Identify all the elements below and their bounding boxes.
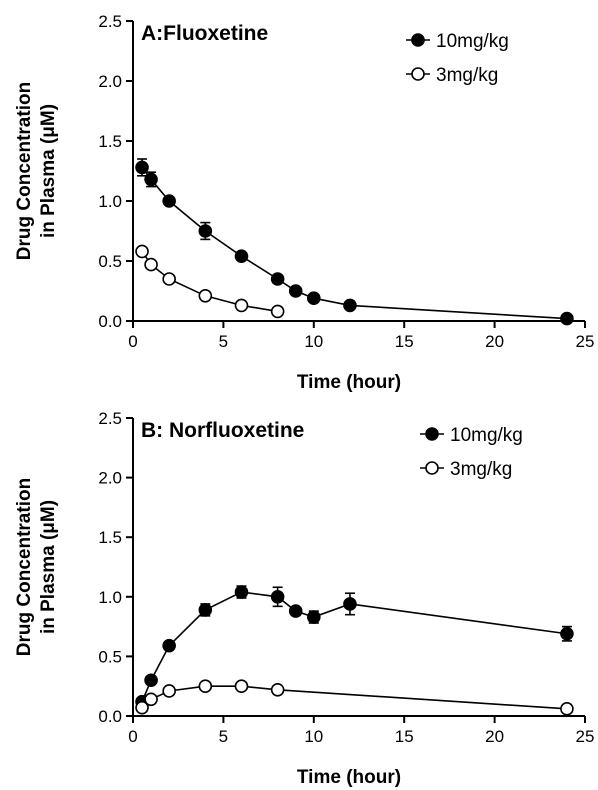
series-10mg-point bbox=[343, 597, 357, 611]
series-3mg-point bbox=[135, 244, 149, 259]
series-10mg-point bbox=[198, 603, 213, 617]
chart-panel-fluoxetine: 0 5 10 15 20 25 0.0 0.5 1.0 1.5 2.0 2.5 Time (hour) D… bbox=[14, 12, 594, 393]
x-tick-label: 15 bbox=[395, 332, 414, 351]
series-3mg-point bbox=[135, 700, 149, 715]
x-tick-label: 0 bbox=[128, 332, 137, 351]
x-tick-label: 15 bbox=[395, 727, 414, 746]
y-tick-label: 1.0 bbox=[98, 192, 122, 211]
x-tick-label: 5 bbox=[219, 727, 228, 746]
y-tick-label: 1.5 bbox=[98, 132, 122, 151]
x-tick-label: 0 bbox=[128, 727, 137, 746]
series-10mg-point bbox=[198, 224, 213, 238]
y-tick-label: 2.0 bbox=[98, 469, 122, 488]
series-10mg-point bbox=[288, 284, 303, 298]
series-10mg-point bbox=[560, 626, 574, 641]
series-10mg-point bbox=[234, 249, 249, 264]
legend-label: 3mg/kg bbox=[450, 459, 512, 480]
series-3mg-point bbox=[162, 272, 176, 286]
series-3mg-line bbox=[141, 250, 278, 313]
x-axis-title: Time (hour) bbox=[297, 767, 401, 788]
series-10mg-point bbox=[270, 589, 285, 604]
panel-title: A:Fluoxetine bbox=[141, 22, 268, 45]
legend-marker bbox=[411, 67, 425, 81]
series-3mg-point bbox=[144, 692, 158, 707]
series-10mg-point bbox=[162, 194, 176, 208]
x-axis-title: Time (hour) bbox=[297, 372, 401, 393]
series-3mg-point bbox=[144, 257, 158, 272]
series-3mg-point bbox=[270, 682, 285, 697]
series-10mg-point bbox=[560, 311, 574, 326]
y-tick-label: 2.0 bbox=[98, 72, 122, 91]
series-10mg-point bbox=[135, 160, 149, 175]
legend-label: 10mg/kg bbox=[436, 31, 509, 52]
x-tick-label: 5 bbox=[219, 332, 228, 351]
series-3mg-point bbox=[234, 679, 249, 694]
series-10mg-point bbox=[288, 604, 303, 618]
y-axis-title-line1: Drug Concentration bbox=[14, 82, 35, 260]
legend-label: 3mg/kg bbox=[436, 65, 498, 86]
series-10mg-line bbox=[141, 591, 568, 703]
y-tick-label: 0.0 bbox=[98, 707, 122, 726]
chart-panel-norfluoxetine: 0 5 10 15 20 25 0.0 0.5 1.0 1.5 2.0 2.5 Time (hour) D… bbox=[14, 409, 594, 788]
series-3mg-point bbox=[198, 288, 213, 303]
series-10mg-point bbox=[144, 673, 158, 688]
y-tick-label: 0.5 bbox=[98, 252, 122, 271]
series-3mg-point bbox=[234, 298, 249, 313]
x-tick-label: 25 bbox=[576, 332, 595, 351]
x-tick-label: 20 bbox=[485, 727, 504, 746]
y-axis-title-line2: in Plasma (μM) bbox=[38, 500, 59, 634]
y-axis-title-line2: in Plasma (μM) bbox=[38, 104, 59, 238]
series-10mg-point bbox=[343, 298, 357, 313]
series-3mg-point bbox=[270, 304, 285, 319]
x-tick-label: 10 bbox=[304, 727, 323, 746]
x-tick-label: 20 bbox=[485, 332, 504, 351]
series-10mg-point bbox=[234, 585, 249, 599]
legend-marker bbox=[425, 427, 439, 441]
y-tick-label: 1.0 bbox=[98, 588, 122, 607]
series-3mg-point bbox=[560, 702, 574, 716]
x-tick-label: 10 bbox=[304, 332, 323, 351]
legend-marker bbox=[411, 33, 425, 47]
series-10mg-line bbox=[141, 166, 567, 320]
series-3mg-point bbox=[162, 684, 176, 698]
series-10mg-point bbox=[144, 172, 158, 187]
series-10mg-point bbox=[162, 638, 176, 653]
y-tick-label: 1.5 bbox=[98, 528, 122, 547]
y-tick-label: 2.5 bbox=[98, 409, 122, 428]
series-10mg-point bbox=[270, 272, 285, 286]
panel-title: B: Norfluoxetine bbox=[141, 419, 304, 442]
x-tick-label: 25 bbox=[576, 727, 595, 746]
series-3mg-point bbox=[198, 679, 213, 694]
legend-marker bbox=[425, 461, 439, 475]
y-tick-label: 0.5 bbox=[98, 647, 122, 666]
y-tick-label: 2.5 bbox=[98, 12, 122, 31]
y-tick-label: 0.0 bbox=[98, 312, 122, 331]
series-10mg-point bbox=[306, 610, 321, 624]
legend-label: 10mg/kg bbox=[450, 425, 523, 446]
series-10mg-point bbox=[306, 291, 321, 306]
y-axis-title-line1: Drug Concentration bbox=[14, 478, 35, 656]
